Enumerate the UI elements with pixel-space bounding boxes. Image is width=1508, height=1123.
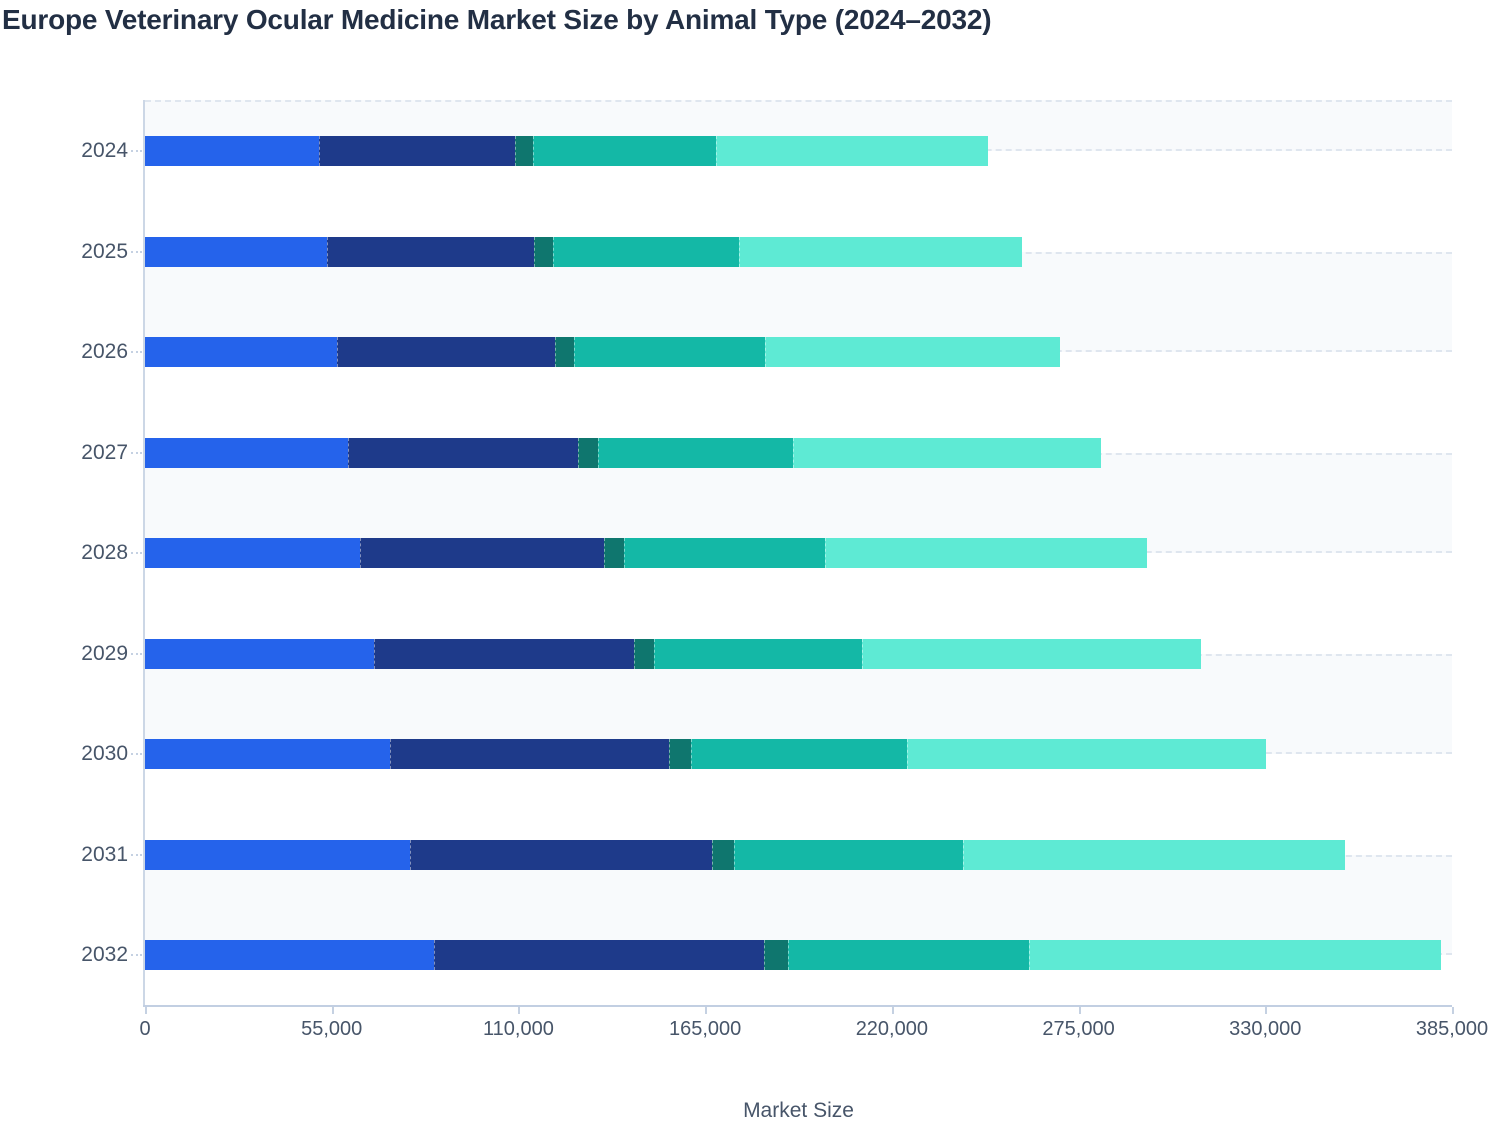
- x-tick-label-0: 0: [139, 1018, 151, 1040]
- bar-2026-aqua-segment[interactable]: [764, 337, 1060, 367]
- x-tick-0: [145, 1007, 147, 1014]
- y-tick-2026: [131, 351, 142, 353]
- bar-2030-navy-segment[interactable]: [390, 739, 670, 769]
- bar-2030-aqua-segment[interactable]: [907, 739, 1267, 769]
- bar-2030-teal-segment[interactable]: [691, 739, 908, 769]
- bar-2026-royal-blue-segment[interactable]: [145, 337, 338, 367]
- bar-2031-teal-segment[interactable]: [734, 839, 963, 870]
- bar-2031-aqua-segment[interactable]: [962, 839, 1345, 870]
- y-axis-label-2026: 2026: [81, 340, 128, 363]
- x-tick-label-275,000: 275,000: [1042, 1018, 1115, 1040]
- bar-2027-teal-segment[interactable]: [598, 437, 794, 468]
- y-tick-2029: [131, 652, 142, 655]
- bar-2028: [145, 538, 1148, 568]
- x-tick-220,000: [891, 1007, 894, 1014]
- y-axis-label-2032: 2032: [81, 943, 128, 966]
- bar-2031-navy-segment[interactable]: [410, 839, 713, 870]
- bar-2024-aqua-segment[interactable]: [715, 136, 988, 166]
- x-tick-label-330,000: 330,000: [1229, 1018, 1302, 1040]
- bar-2025-teal-segment[interactable]: [553, 236, 740, 267]
- y-axis-label-2028: 2028: [81, 541, 128, 564]
- y-tick-2024: [131, 150, 142, 152]
- bar-2025-dark-teal-segment[interactable]: [534, 236, 554, 267]
- bar-2032-teal-segment[interactable]: [788, 940, 1029, 970]
- y-tick-2032: [131, 954, 142, 956]
- bar-2024-navy-segment[interactable]: [318, 136, 515, 166]
- bar-2032: [145, 940, 1442, 970]
- bar-2027-aqua-segment[interactable]: [793, 437, 1101, 468]
- bar-2027: [145, 437, 1101, 468]
- bar-2030-royal-blue-segment[interactable]: [145, 739, 391, 769]
- x-tick-label-110,000: 110,000: [483, 1018, 554, 1040]
- bar-2025-aqua-segment[interactable]: [739, 236, 1022, 267]
- y-axis-label-2027: 2027: [81, 440, 128, 464]
- bar-2024-teal-segment[interactable]: [533, 136, 716, 166]
- bar-2028-dark-teal-segment[interactable]: [604, 538, 624, 568]
- bar-2028-teal-segment[interactable]: [623, 538, 826, 568]
- bar-2025-navy-segment[interactable]: [327, 236, 535, 267]
- y-axis-label-2030: 2030: [81, 742, 128, 765]
- bar-2025-royal-blue-segment[interactable]: [145, 236, 328, 267]
- bar-2032-dark-teal-segment[interactable]: [763, 940, 789, 970]
- y-tick-2031: [131, 853, 142, 856]
- bar-2024-dark-teal-segment[interactable]: [514, 136, 534, 166]
- bar-2032-royal-blue-segment[interactable]: [145, 940, 434, 970]
- bar-2030-dark-teal-segment[interactable]: [669, 739, 692, 769]
- bar-2027-navy-segment[interactable]: [348, 437, 579, 468]
- x-tick-label-55,000: 55,000: [301, 1018, 363, 1040]
- x-axis-title: Market Size: [743, 1099, 854, 1122]
- bar-2027-dark-teal-segment[interactable]: [578, 437, 599, 468]
- y-tick-2027: [131, 451, 142, 454]
- bar-2031: [145, 839, 1345, 870]
- row-stripe-1: [145, 251, 1452, 352]
- bar-2029-navy-segment[interactable]: [373, 638, 635, 669]
- x-axis-line: [143, 1005, 1452, 1007]
- x-tick-385,000: [1452, 1007, 1454, 1014]
- x-tick-275,000: [1078, 1007, 1081, 1014]
- bar-2025: [145, 236, 1022, 267]
- bar-2029-dark-teal-segment[interactable]: [634, 638, 655, 669]
- y-tick-2030: [131, 753, 142, 755]
- bar-2029-teal-segment[interactable]: [654, 638, 863, 669]
- bar-2024-royal-blue-segment[interactable]: [145, 136, 319, 166]
- bar-2028-royal-blue-segment[interactable]: [145, 538, 360, 568]
- x-tick-label-385,000: 385,000: [1415, 1018, 1489, 1040]
- bar-2029-aqua-segment[interactable]: [862, 638, 1202, 669]
- chart-title: Europe Veterinary Ocular Medicine Market…: [2, 4, 992, 35]
- y-axis-label-2031: 2031: [81, 842, 128, 866]
- y-axis-line: [143, 100, 145, 1005]
- x-tick-55,000: [331, 1007, 334, 1014]
- x-tick-330,000: [1265, 1007, 1268, 1014]
- bar-2028-navy-segment[interactable]: [359, 538, 605, 568]
- plot-area: 0 55,000 110,000 165,000 220,000 275,000 330,0…: [139, 100, 1488, 1040]
- y-axis-label-2025: 2025: [81, 239, 128, 263]
- bar-2026-dark-teal-segment[interactable]: [555, 337, 575, 367]
- bar-2028-aqua-segment[interactable]: [825, 538, 1148, 568]
- bar-2031-royal-blue-segment[interactable]: [145, 839, 411, 870]
- bar-2027-royal-blue-segment[interactable]: [145, 437, 349, 468]
- x-tick-label-220,000: 220,000: [855, 1018, 928, 1040]
- y-tick-2025: [131, 250, 142, 253]
- bar-2026-navy-segment[interactable]: [337, 337, 556, 367]
- bar-2029-royal-blue-segment[interactable]: [145, 638, 374, 669]
- bar-2029: [145, 638, 1202, 669]
- y-tick-2028: [131, 552, 142, 554]
- x-tick-110,000: [518, 1007, 521, 1014]
- x-tick-label-165,000: 165,000: [668, 1018, 742, 1040]
- bar-2032-navy-segment[interactable]: [433, 940, 764, 970]
- bar-2024: [145, 136, 988, 166]
- bar-2026-teal-segment[interactable]: [574, 337, 765, 367]
- row-stripe-3: [145, 653, 1452, 754]
- y-axis-label-2029: 2029: [81, 641, 128, 665]
- x-tick-165,000: [705, 1007, 708, 1014]
- y-axis-label-2024: 2024: [81, 139, 128, 162]
- bar-2030: [145, 739, 1267, 769]
- bar-2032-aqua-segment[interactable]: [1028, 940, 1442, 970]
- bar-2026: [145, 337, 1060, 367]
- bar-2031-dark-teal-segment[interactable]: [712, 839, 735, 870]
